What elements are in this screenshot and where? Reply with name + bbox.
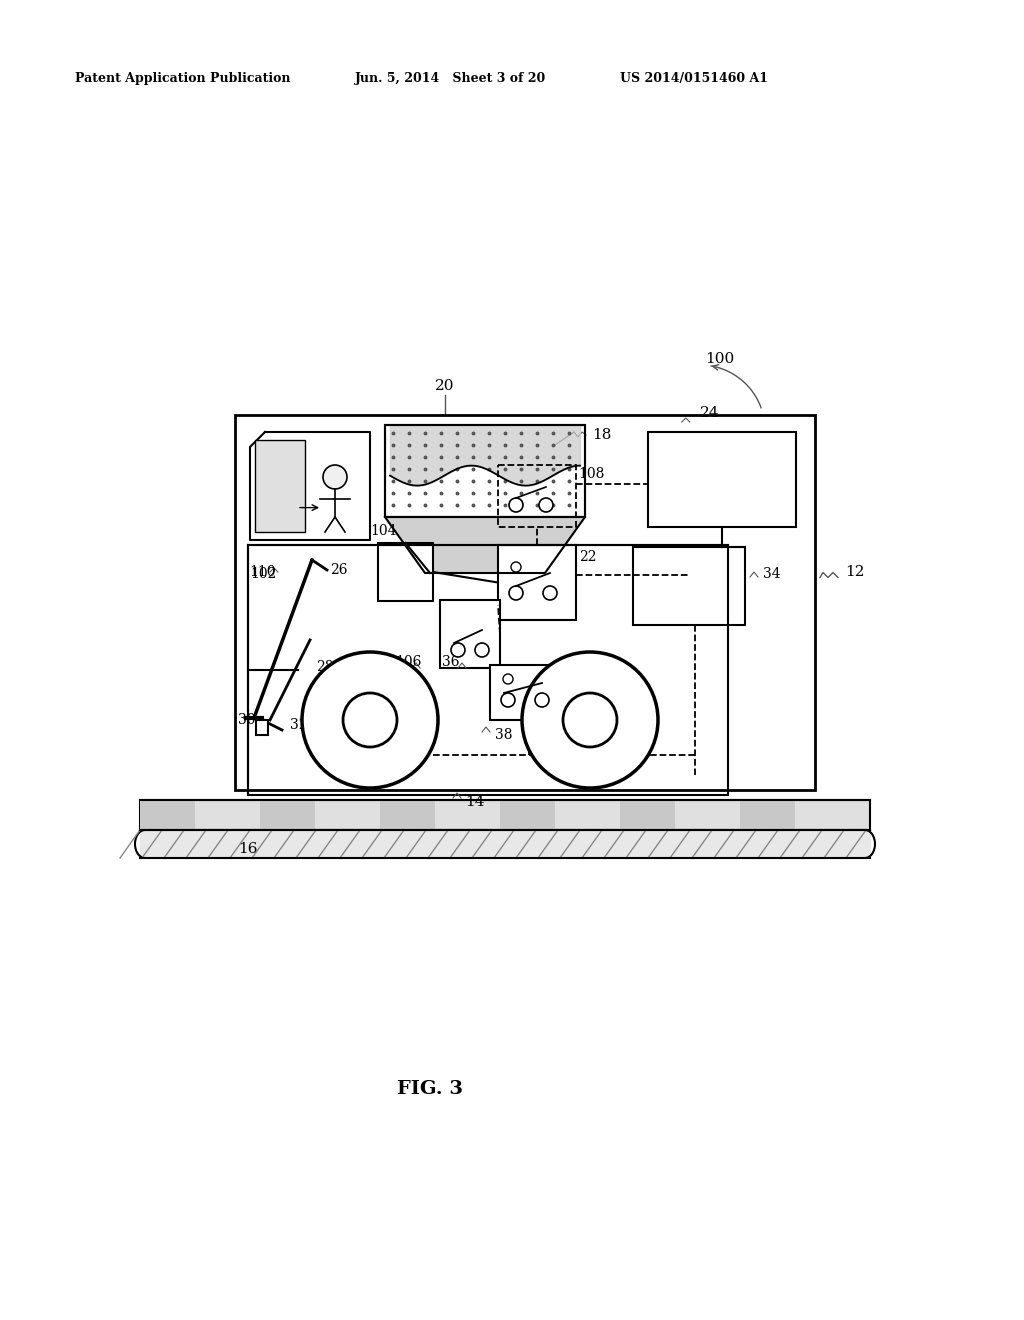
Text: 34: 34 [763,568,780,581]
Bar [440,601,500,668]
Bar [633,546,745,624]
Bar [255,440,305,532]
Text: 38: 38 [495,729,512,742]
Bar [378,543,433,601]
Text: 100: 100 [705,352,734,366]
Bar [140,800,195,830]
Bar [490,665,568,719]
Text: 20: 20 [435,379,455,393]
Text: 106: 106 [395,655,421,669]
Text: Jun. 5, 2014   Sheet 3 of 20: Jun. 5, 2014 Sheet 3 of 20 [355,73,546,84]
Polygon shape [140,830,870,858]
Text: 16: 16 [238,842,257,855]
Circle shape [503,675,513,684]
Bar [385,425,585,517]
Text: 14: 14 [465,795,484,809]
Text: Patent Application Publication: Patent Application Publication [75,73,291,84]
Bar [140,800,870,830]
Circle shape [323,465,347,488]
Circle shape [501,693,515,708]
Circle shape [509,586,523,601]
Bar [620,800,675,830]
Text: 108: 108 [578,467,604,480]
Text: 18: 18 [592,428,611,442]
Bar [498,545,575,620]
Circle shape [535,693,549,708]
Bar [740,800,795,830]
Bar [380,800,435,830]
Bar [500,800,555,830]
Bar [234,414,815,789]
Circle shape [302,652,438,788]
Text: US 2014/0151460 A1: US 2014/0151460 A1 [620,73,768,84]
Text: FIG. 3: FIG. 3 [397,1080,463,1098]
Bar [648,432,796,527]
Text: 102: 102 [250,568,276,581]
Circle shape [543,586,557,601]
Circle shape [509,498,523,512]
Text: 12: 12 [845,565,864,579]
Bar [385,425,585,517]
Bar [498,465,575,527]
Text: 26: 26 [330,564,347,577]
Circle shape [343,693,397,747]
Text: 30: 30 [238,713,256,727]
Text: 110: 110 [249,565,275,579]
Text: 104: 104 [370,524,396,539]
Circle shape [511,562,521,572]
Text: 112: 112 [318,710,344,723]
Circle shape [539,498,553,512]
Bar [260,800,315,830]
Circle shape [563,693,617,747]
Polygon shape [385,517,585,573]
Text: 36: 36 [442,655,460,669]
Text: 32: 32 [290,718,307,733]
Text: 24: 24 [699,407,719,420]
Text: 28: 28 [316,660,334,675]
Bar [256,719,268,735]
Circle shape [475,643,489,657]
Circle shape [451,643,465,657]
Bar [248,545,728,795]
Polygon shape [250,432,370,540]
Text: 22: 22 [579,550,597,564]
Circle shape [522,652,658,788]
